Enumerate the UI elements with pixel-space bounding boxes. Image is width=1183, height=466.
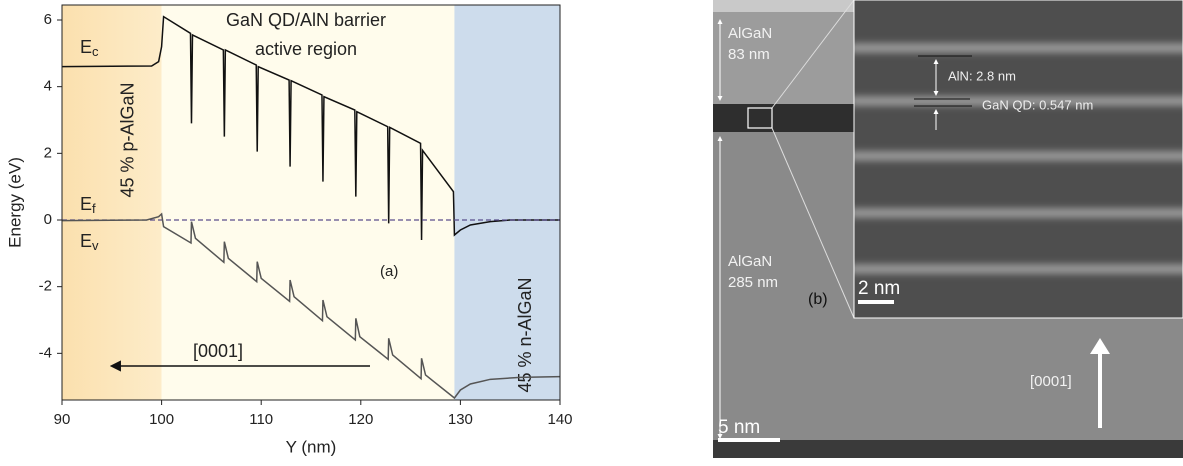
y-tick-label: 6 — [44, 11, 52, 28]
x-tick-label: 110 — [249, 411, 273, 428]
region — [454, 5, 560, 400]
region-label: 45 % p-AlGaN — [117, 82, 137, 197]
top-layer — [713, 0, 855, 104]
plot-frame — [61, 4, 561, 401]
region — [62, 5, 162, 400]
zoom-line — [771, 127, 855, 319]
layer-thickness: 285 nm — [728, 274, 778, 291]
zoom-line — [771, 0, 855, 109]
scale-bar — [718, 438, 780, 442]
layer-thickness: 83 nm — [728, 46, 770, 63]
panel-label: (b) — [808, 291, 828, 308]
substrate-band — [713, 440, 1183, 458]
x-tick-label: 140 — [547, 411, 572, 428]
lattice-stripe — [854, 209, 1183, 217]
layer-material: AlGaN — [728, 253, 772, 270]
lattice-stripe — [854, 265, 1183, 273]
active-stack — [713, 104, 855, 132]
region-label: 45 % n-AlGaN — [515, 277, 535, 392]
y-tick-label: 0 — [44, 211, 52, 228]
inset-scale-bar — [858, 300, 894, 304]
lattice-stripe — [854, 44, 1183, 52]
top-surface — [713, 0, 855, 12]
y-tick-label: -4 — [39, 344, 52, 361]
y-tick-label: 4 — [44, 78, 52, 95]
series-line — [61, 212, 561, 400]
inset-annotation: AlN: 2.8 nm — [948, 68, 1016, 83]
direction-label: [0001] — [193, 341, 243, 361]
line-label: Ev — [80, 231, 99, 254]
inset-scale-label: 2 nm — [858, 278, 900, 299]
y-tick-label: 2 — [44, 144, 52, 161]
y-tick-label: -2 — [39, 278, 52, 295]
inset — [854, 0, 1183, 318]
line-label: Ec — [80, 37, 99, 60]
region-label: GaN QD/AlN barrier — [226, 10, 386, 30]
x-tick-label: 90 — [54, 411, 71, 428]
x-axis-label: Y (nm) — [286, 437, 337, 456]
x-tick-label: 130 — [448, 411, 473, 428]
scale-bar-label: 5 nm — [718, 417, 760, 438]
direction-arrowhead — [1090, 338, 1110, 354]
x-tick-label: 120 — [348, 411, 373, 428]
line-label: Ef — [80, 194, 96, 217]
lattice-stripe — [854, 97, 1183, 105]
lattice-stripe — [854, 152, 1183, 160]
x-tick-label: 100 — [149, 411, 174, 428]
region — [161, 5, 455, 400]
inset-annotation: GaN QD: 0.547 nm — [982, 97, 1093, 112]
y-axis-label: Energy (eV) — [5, 157, 24, 248]
layer-material: AlGaN — [728, 25, 772, 42]
zoom-box — [747, 107, 773, 129]
panel-label: (a) — [380, 263, 398, 280]
series-line — [61, 15, 560, 241]
band-diagram: 45 % p-AlGaN GaN QD/AlN barrier active reg… — [5, 4, 573, 456]
direction-label: [0001] — [1030, 373, 1072, 390]
region-label: active region — [255, 39, 357, 59]
inset-frame — [853, 0, 1183, 319]
tem-image: AlGaN 83 nm AlGaN 285 nm (b) [0001] 5 nm… — [713, 0, 1183, 458]
